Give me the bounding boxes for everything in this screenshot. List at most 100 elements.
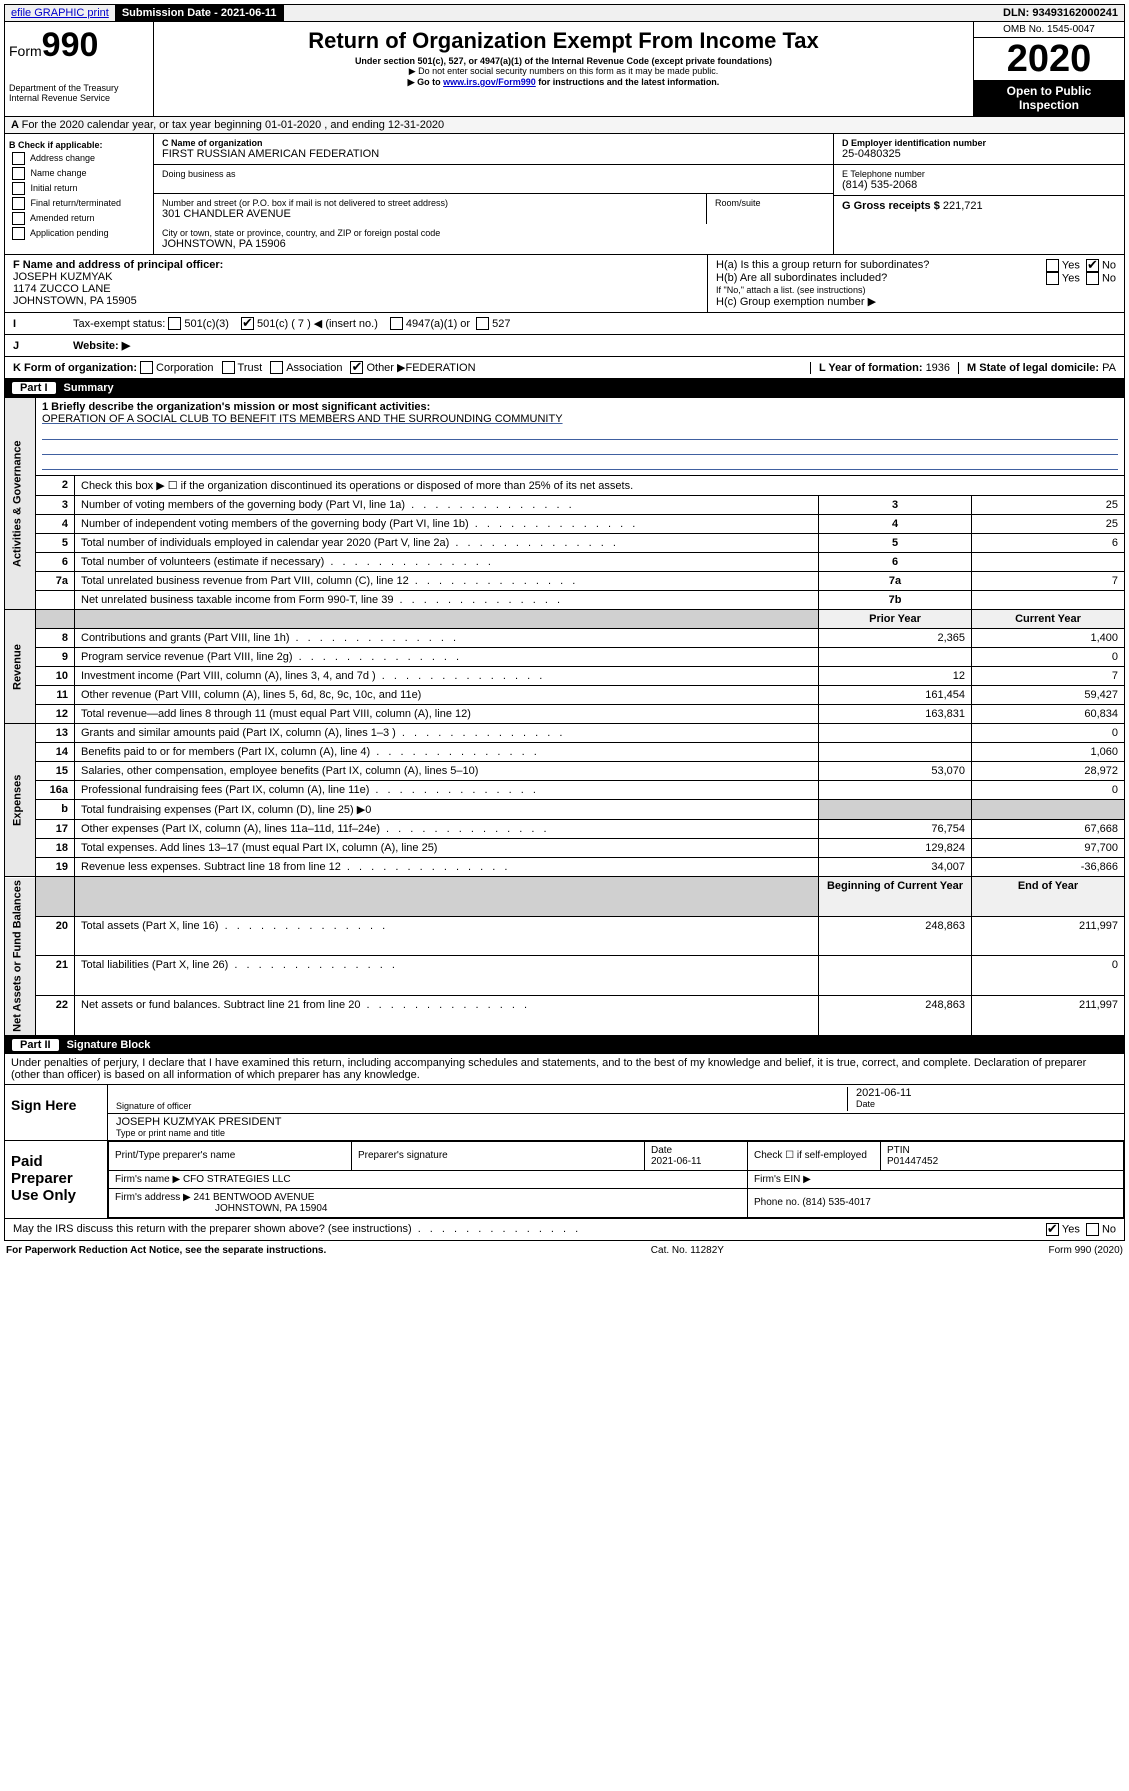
org-name: FIRST RUSSIAN AMERICAN FEDERATION <box>162 148 825 160</box>
dept-treasury: Department of the Treasury <box>9 83 149 93</box>
val-l18-prior: 129,824 <box>819 839 972 858</box>
val-l10-prior: 12 <box>819 667 972 686</box>
ein: 25-0480325 <box>842 148 1116 160</box>
section-h: H(a) Is this a group return for subordin… <box>708 255 1124 312</box>
checkbox-discuss-yes[interactable] <box>1046 1223 1059 1236</box>
val-l20-begin: 248,863 <box>819 916 972 956</box>
checkbox-other[interactable] <box>350 361 363 374</box>
val-l17-prior: 76,754 <box>819 820 972 839</box>
checkbox-discuss-no[interactable] <box>1086 1223 1099 1236</box>
checkbox-application-pending[interactable] <box>12 227 25 240</box>
checkbox-501c3[interactable] <box>168 317 181 330</box>
top-bar: efile GRAPHIC print Submission Date - 20… <box>4 4 1125 22</box>
val-l16a-current: 0 <box>972 781 1125 800</box>
val-l18-current: 97,700 <box>972 839 1125 858</box>
part-i-header: Part ISummary <box>4 379 1125 397</box>
val-l19-prior: 34,007 <box>819 858 972 877</box>
sign-here-block: Sign Here Signature of officer 2021-06-1… <box>4 1085 1125 1141</box>
firm-name: CFO STRATEGIES LLC <box>183 1174 291 1185</box>
form-ref: Form 990 (2020) <box>1049 1245 1123 1256</box>
sidelabel-expenses: Expenses <box>5 724 36 877</box>
dln: DLN: 93493162000241 <box>997 5 1124 21</box>
val-l7a: 7 <box>972 572 1125 591</box>
city-state-zip: JOHNSTOWN, PA 15906 <box>162 238 825 250</box>
checkbox-4947[interactable] <box>390 317 403 330</box>
firm-phone: (814) 535-4017 <box>802 1197 870 1208</box>
section-bcdeg: B Check if applicable: Address change Na… <box>4 134 1125 255</box>
irs-link[interactable]: www.irs.gov/Form990 <box>443 77 536 87</box>
checkbox-ha-no[interactable] <box>1086 259 1099 272</box>
form-subtitle: Under section 501(c), 527, or 4947(a)(1)… <box>162 56 965 66</box>
perjury-statement: Under penalties of perjury, I declare th… <box>4 1054 1125 1085</box>
row-j-website: J Website: ▶ <box>4 335 1125 357</box>
paid-preparer-block: Paid Preparer Use Only Print/Type prepar… <box>4 1141 1125 1219</box>
note-ssn: ▶ Do not enter social security numbers o… <box>162 66 965 77</box>
checkbox-initial-return[interactable] <box>12 182 25 195</box>
gross-receipts: 221,721 <box>943 200 983 212</box>
checkbox-ha-yes[interactable] <box>1046 259 1059 272</box>
val-l5: 6 <box>972 534 1125 553</box>
row-i-tax-status: I Tax-exempt status: 501(c)(3) 501(c) ( … <box>4 313 1125 335</box>
val-l8-prior: 2,365 <box>819 629 972 648</box>
inspection-badge: Open to Public Inspection <box>974 80 1124 116</box>
checkbox-hb-yes[interactable] <box>1046 272 1059 285</box>
val-l3: 25 <box>972 496 1125 515</box>
org-form-other: FEDERATION <box>405 362 475 374</box>
submission-date: Submission Date - 2021-06-11 <box>116 5 284 21</box>
val-l22-end: 211,997 <box>972 996 1125 1036</box>
val-l14-current: 1,060 <box>972 743 1125 762</box>
checkbox-527[interactable] <box>476 317 489 330</box>
val-l20-end: 211,997 <box>972 916 1125 956</box>
val-l12-prior: 163,831 <box>819 705 972 724</box>
val-l21-end: 0 <box>972 956 1125 996</box>
form-header: Form990 Department of the Treasury Inter… <box>4 22 1125 117</box>
year-formation: 1936 <box>926 362 950 374</box>
sidelabel-netassets: Net Assets or Fund Balances <box>5 877 36 1036</box>
checkbox-hb-no[interactable] <box>1086 272 1099 285</box>
officer-typed-name: JOSEPH KUZMYAK PRESIDENT <box>116 1116 1116 1128</box>
tax-year: 2020 <box>974 38 1124 80</box>
part-ii-header: Part IISignature Block <box>4 1036 1125 1054</box>
section-b: B Check if applicable: Address change Na… <box>5 134 154 254</box>
val-l12-current: 60,834 <box>972 705 1125 724</box>
checkbox-501c[interactable] <box>241 317 254 330</box>
sidelabel-governance: Activities & Governance <box>5 398 36 610</box>
val-l19-current: -36,866 <box>972 858 1125 877</box>
val-l22-begin: 248,863 <box>819 996 972 1036</box>
val-l6 <box>972 553 1125 572</box>
section-f: F Name and address of principal officer:… <box>5 255 708 312</box>
sidelabel-revenue: Revenue <box>5 610 36 724</box>
mission-text: OPERATION OF A SOCIAL CLUB TO BENEFIT IT… <box>42 413 1118 425</box>
note-link: ▶ Go to www.irs.gov/Form990 for instruct… <box>162 77 965 88</box>
val-l4: 25 <box>972 515 1125 534</box>
checkbox-address-change[interactable] <box>12 152 25 165</box>
checkbox-assoc[interactable] <box>270 361 283 374</box>
street-address: 301 CHANDLER AVENUE <box>162 208 698 220</box>
officer-name: JOSEPH KUZMYAK <box>13 271 699 283</box>
irs-label: Internal Revenue Service <box>9 93 149 103</box>
checkbox-trust[interactable] <box>222 361 235 374</box>
sign-date: 2021-06-11 <box>856 1087 1116 1099</box>
checkbox-corp[interactable] <box>140 361 153 374</box>
firm-address: 241 BENTWOOD AVENUE <box>194 1192 315 1203</box>
state-domicile: PA <box>1102 362 1116 374</box>
summary-table: Activities & Governance 1 Briefly descri… <box>4 397 1125 1036</box>
discuss-row: May the IRS discuss this return with the… <box>4 1219 1125 1241</box>
val-l11-prior: 161,454 <box>819 686 972 705</box>
form-title: Return of Organization Exempt From Incom… <box>162 28 965 54</box>
val-l11-current: 59,427 <box>972 686 1125 705</box>
section-c: C Name of organization FIRST RUSSIAN AME… <box>154 134 833 254</box>
efile-link[interactable]: efile GRAPHIC print <box>5 5 116 21</box>
checkbox-name-change[interactable] <box>12 167 25 180</box>
checkbox-final-return[interactable] <box>12 197 25 210</box>
val-l8-current: 1,400 <box>972 629 1125 648</box>
val-l17-current: 67,668 <box>972 820 1125 839</box>
row-a-period: A For the 2020 calendar year, or tax yea… <box>4 117 1125 134</box>
omb-number: OMB No. 1545-0047 <box>974 22 1124 38</box>
val-l15-current: 28,972 <box>972 762 1125 781</box>
telephone: (814) 535-2068 <box>842 179 1116 191</box>
val-l13-current: 0 <box>972 724 1125 743</box>
section-deg: D Employer identification number 25-0480… <box>833 134 1124 254</box>
page-footer: For Paperwork Reduction Act Notice, see … <box>4 1241 1125 1260</box>
checkbox-amended[interactable] <box>12 212 25 225</box>
